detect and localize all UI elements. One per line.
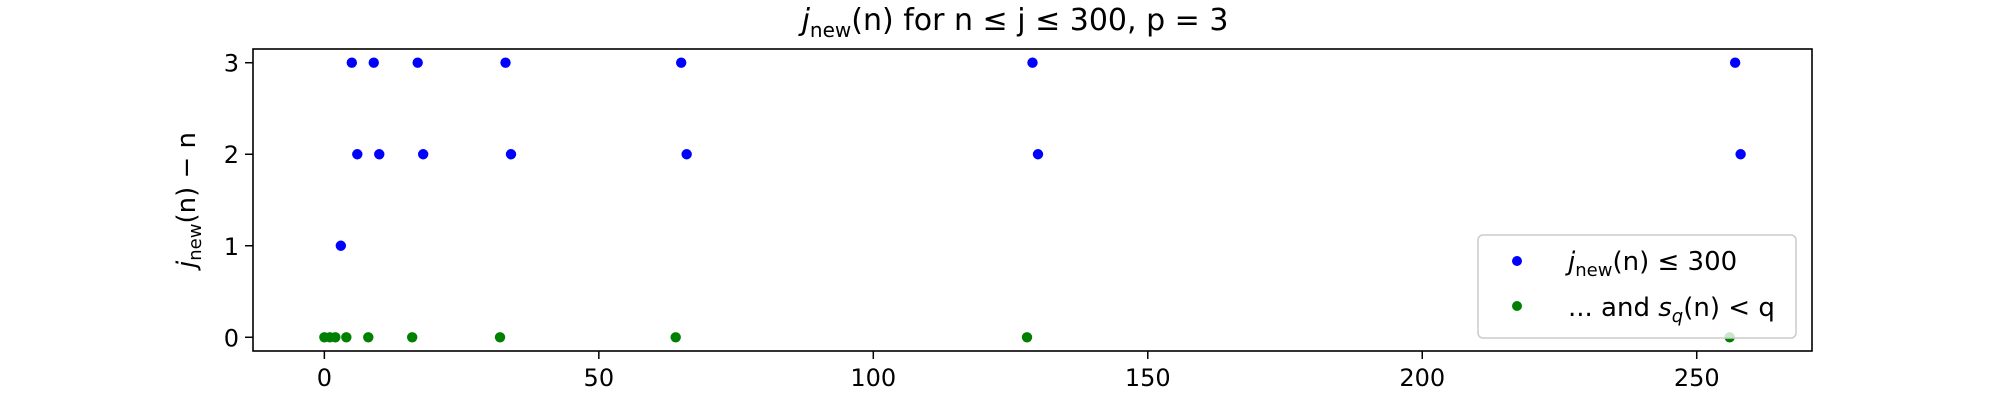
legend-2-s: s <box>1658 293 1672 323</box>
data-point-blue <box>505 149 517 160</box>
title-paren: (n) <box>851 3 893 38</box>
data-point-green <box>330 332 341 343</box>
data-point-blue <box>681 149 692 160</box>
y-axis-label: jnew(n) − n <box>172 132 206 271</box>
legend-entry-2: ... and sq(n) < q <box>1568 293 1775 327</box>
data-point-green <box>494 332 506 343</box>
legend-entry-1: jnew(n) ≤ 300 <box>1565 247 1737 281</box>
legend-marker-blue <box>1512 256 1522 266</box>
data-point-blue <box>1729 57 1741 68</box>
y-tick-label: 1 <box>224 233 239 261</box>
y-tick-label: 2 <box>224 141 239 169</box>
legend-2-sub: q <box>1672 306 1683 327</box>
data-point-blue <box>1027 57 1038 68</box>
data-point-blue <box>1032 149 1044 160</box>
data-point-blue <box>417 149 429 160</box>
data-point-blue <box>335 240 347 251</box>
data-point-blue <box>368 57 379 68</box>
legend-marker-green <box>1512 301 1522 311</box>
y-tick-label: 3 <box>224 50 239 78</box>
x-tick-label: 100 <box>850 364 896 392</box>
x-tick-label: 200 <box>1399 364 1445 392</box>
legend-1-sub: new <box>1575 260 1612 281</box>
data-point-green <box>670 332 681 343</box>
x-tick-label: 150 <box>1125 364 1171 392</box>
data-point-blue <box>374 149 385 160</box>
data-point-blue <box>412 57 423 68</box>
legend-box <box>1477 234 1797 339</box>
legend-1-j: j <box>1565 247 1576 277</box>
data-point-blue <box>1735 149 1746 160</box>
y-tick-label: 0 <box>224 324 239 352</box>
data-point-green <box>341 332 352 343</box>
data-point-blue <box>500 57 511 68</box>
title-j: j <box>798 3 811 38</box>
chart-title: jnew(n) for n ≤ j ≤ 300, p = 3 <box>798 3 1229 42</box>
ylabel-rest: (n) − n <box>172 132 202 224</box>
title-rest: for n ≤ j ≤ 300, p = 3 <box>894 3 1229 38</box>
data-point-green <box>363 332 374 343</box>
ylabel-j: j <box>172 260 202 271</box>
x-tick-label: 250 <box>1674 364 1720 392</box>
data-point-blue <box>346 57 358 68</box>
x-tick-label: 50 <box>584 364 615 392</box>
data-point-blue <box>675 57 687 68</box>
legend: jnew(n) ≤ 300 ... and sq(n) < q <box>1477 234 1797 339</box>
plot-frame <box>252 48 1813 352</box>
legend-2-rest: (n) < q <box>1683 293 1775 323</box>
ylabel-sub: new <box>185 224 206 261</box>
ticks-layer: 0 50 100 150 200 250 0 1 2 3 <box>224 50 1720 392</box>
data-point-blue <box>352 149 363 160</box>
legend-1-rest: (n) ≤ 300 <box>1612 247 1737 277</box>
title-sub: new <box>810 18 851 42</box>
legend-2-pre: ... and <box>1568 293 1658 323</box>
x-tick-label: 0 <box>317 364 332 392</box>
data-point-green <box>406 332 418 343</box>
data-point-green <box>1021 332 1033 343</box>
